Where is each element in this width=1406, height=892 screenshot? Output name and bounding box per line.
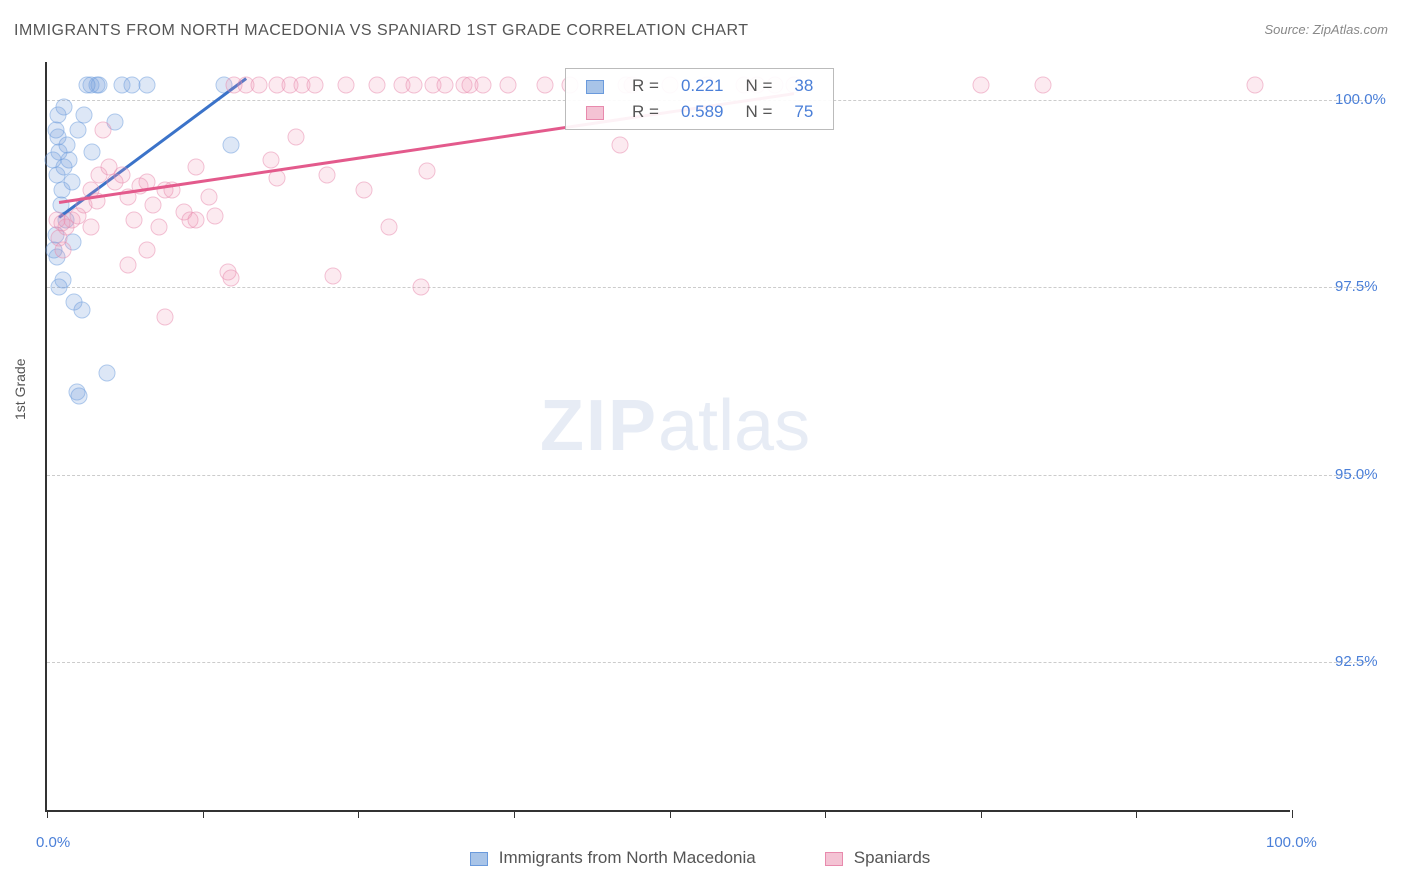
x-tick bbox=[981, 810, 982, 818]
scatter-point bbox=[200, 189, 217, 206]
y-tick-label: 95.0% bbox=[1335, 466, 1378, 483]
scatter-point bbox=[188, 211, 205, 228]
gridline-h bbox=[47, 662, 1367, 663]
scatter-point bbox=[151, 219, 168, 236]
legend-series1: Immigrants from North Macedonia bbox=[470, 848, 756, 868]
scatter-point bbox=[61, 151, 78, 168]
scatter-point bbox=[499, 76, 516, 93]
scatter-point bbox=[113, 166, 130, 183]
scatter-point bbox=[138, 76, 155, 93]
x-tick-label-max: 100.0% bbox=[1266, 834, 1317, 851]
legend-series2: Spaniards bbox=[825, 848, 930, 868]
legend-swatch-pink bbox=[586, 106, 604, 120]
scatter-point bbox=[207, 207, 224, 224]
scatter-point bbox=[406, 76, 423, 93]
n-label-1: N = bbox=[735, 74, 782, 98]
scatter-point bbox=[611, 136, 628, 153]
scatter-point bbox=[1246, 76, 1263, 93]
scatter-point bbox=[95, 121, 112, 138]
plot-area bbox=[45, 62, 1290, 812]
scatter-point bbox=[47, 121, 64, 138]
scatter-point bbox=[412, 279, 429, 296]
scatter-point bbox=[381, 219, 398, 236]
r-value-1: 0.221 bbox=[671, 74, 734, 98]
scatter-point bbox=[319, 166, 336, 183]
x-tick bbox=[825, 810, 826, 818]
n-value-1: 38 bbox=[784, 74, 823, 98]
scatter-point bbox=[73, 301, 90, 318]
scatter-point bbox=[71, 387, 88, 404]
y-tick-label: 92.5% bbox=[1335, 653, 1378, 670]
x-tick bbox=[1136, 810, 1137, 818]
legend-swatch-blue bbox=[586, 80, 604, 94]
n-label-2: N = bbox=[735, 100, 782, 124]
scatter-point bbox=[188, 159, 205, 176]
scatter-point bbox=[356, 181, 373, 198]
scatter-point bbox=[63, 174, 80, 191]
r-label-2: R = bbox=[622, 100, 669, 124]
scatter-point bbox=[972, 76, 989, 93]
scatter-point bbox=[368, 76, 385, 93]
scatter-point bbox=[1035, 76, 1052, 93]
scatter-point bbox=[119, 256, 136, 273]
scatter-point bbox=[83, 144, 100, 161]
scatter-point bbox=[157, 309, 174, 326]
x-tick-label-min: 0.0% bbox=[36, 834, 70, 851]
scatter-point bbox=[55, 241, 72, 258]
scatter-point bbox=[45, 151, 62, 168]
x-tick bbox=[358, 810, 359, 818]
scatter-point bbox=[76, 106, 93, 123]
y-tick-label: 97.5% bbox=[1335, 278, 1378, 295]
correlation-stats-box: R = 0.221 N = 38 R = 0.589 N = 75 bbox=[565, 68, 834, 130]
legend-swatch-blue-bottom bbox=[470, 852, 488, 866]
gridline-h bbox=[47, 475, 1367, 476]
scatter-point bbox=[223, 270, 240, 287]
y-tick-label: 100.0% bbox=[1335, 91, 1386, 108]
scatter-point bbox=[144, 196, 161, 213]
legend-label-2: Spaniards bbox=[854, 848, 931, 867]
scatter-point bbox=[58, 136, 75, 153]
legend-label-1: Immigrants from North Macedonia bbox=[499, 848, 756, 867]
stats-row-series2: R = 0.589 N = 75 bbox=[576, 100, 823, 124]
n-value-2: 75 bbox=[784, 100, 823, 124]
scatter-point bbox=[126, 211, 143, 228]
scatter-point bbox=[288, 129, 305, 146]
scatter-point bbox=[325, 267, 342, 284]
scatter-point bbox=[306, 76, 323, 93]
gridline-h bbox=[47, 287, 1367, 288]
scatter-point bbox=[82, 219, 99, 236]
r-label-1: R = bbox=[622, 74, 669, 98]
scatter-point bbox=[138, 241, 155, 258]
x-tick bbox=[514, 810, 515, 818]
scatter-point bbox=[474, 76, 491, 93]
source-attribution: Source: ZipAtlas.com bbox=[1264, 22, 1388, 37]
legend-swatch-pink-bottom bbox=[825, 852, 843, 866]
y-axis-label: 1st Grade bbox=[12, 359, 28, 420]
stats-row-series1: R = 0.221 N = 38 bbox=[576, 74, 823, 98]
x-tick bbox=[203, 810, 204, 818]
scatter-point bbox=[418, 162, 435, 179]
scatter-point bbox=[51, 279, 68, 296]
x-tick bbox=[1292, 810, 1293, 818]
scatter-point bbox=[337, 76, 354, 93]
x-tick bbox=[670, 810, 671, 818]
scatter-point bbox=[269, 170, 286, 187]
chart-title: IMMIGRANTS FROM NORTH MACEDONIA VS SPANI… bbox=[14, 22, 749, 40]
scatter-point bbox=[437, 76, 454, 93]
x-tick bbox=[47, 810, 48, 818]
scatter-point bbox=[537, 76, 554, 93]
scatter-point bbox=[56, 99, 73, 116]
scatter-point bbox=[263, 151, 280, 168]
scatter-point bbox=[78, 76, 95, 93]
scatter-point bbox=[250, 76, 267, 93]
scatter-point bbox=[98, 365, 115, 382]
scatter-point bbox=[70, 121, 87, 138]
scatter-point bbox=[223, 136, 240, 153]
r-value-2: 0.589 bbox=[671, 100, 734, 124]
